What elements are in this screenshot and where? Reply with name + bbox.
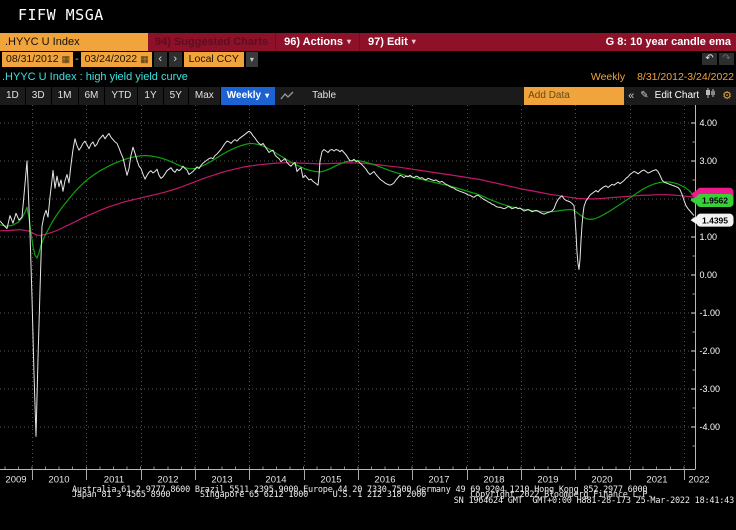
date-range-dash: -: [75, 52, 79, 67]
history-buttons: ↶ ↷: [702, 52, 734, 67]
chevron-down-icon: ▾: [265, 87, 269, 105]
window-title: FIFW MSGA: [18, 6, 104, 24]
period-button-ytd[interactable]: YTD: [105, 87, 138, 105]
period-button-1m[interactable]: 1M: [52, 87, 79, 105]
x-year-label: 2013: [211, 475, 232, 486]
y-tick-label: 1.00: [700, 232, 718, 242]
x-year-label: 2020: [591, 475, 612, 486]
period-button-max[interactable]: Max: [189, 87, 221, 105]
frequency-label: Weekly: [227, 87, 261, 105]
date-range-bar: 08/31/2012 ▦ - 03/24/2022 ▦ ‹ › Local CC…: [2, 52, 734, 67]
period-button-3d[interactable]: 3D: [26, 87, 52, 105]
x-year-label: 2019: [537, 475, 558, 486]
ema-value-badge-text: 1.9562: [702, 196, 728, 206]
date-from-value: 08/31/2012: [6, 52, 59, 67]
period-button-1y[interactable]: 1Y: [138, 87, 163, 105]
chart-function-title: G 8: 10 year candle ema: [601, 33, 736, 51]
chevron-down-icon: ▾: [412, 33, 416, 51]
security-description-bar: .HYYC U Index : high yield yield curve W…: [2, 69, 734, 85]
redo-icon[interactable]: ↷: [719, 53, 734, 65]
x-year-label: 2016: [374, 475, 395, 486]
y-tick-label: 4.00: [700, 118, 718, 128]
last-price-badge-text: 1.4395: [702, 215, 728, 225]
periodicity-label: Weekly: [591, 71, 625, 83]
line-chart-icon[interactable]: [275, 87, 299, 105]
bloomberg-terminal: FIFW MSGA .HYYC U Index 94) Suggested Ch…: [0, 0, 736, 530]
edit-menu-button[interactable]: 97) Edit ▾: [359, 33, 424, 51]
y-tick-label: -4.00: [700, 422, 721, 432]
chart-toolbar: 1D3D1M6MYTD1Y5YMax Weekly ▾ Table Add Da…: [0, 87, 736, 105]
range-label: 8/31/2012-3/24/2022: [637, 71, 734, 83]
x-year-label: 2011: [104, 475, 124, 486]
frequency-dropdown[interactable]: Weekly ▾: [221, 87, 275, 105]
toolbar-right-icons: « ✎ Edit Chart ⚙: [624, 87, 736, 105]
table-button[interactable]: Table: [299, 87, 349, 105]
x-year-label: 2014: [265, 475, 286, 486]
collapse-panel-icon[interactable]: «: [628, 87, 634, 105]
security-description: .HYYC U Index : high yield yield curve: [2, 71, 188, 83]
actions-menu-label: 96) Actions: [284, 33, 343, 51]
periodicity-and-range: Weekly 8/31/2012-3/24/2022: [591, 71, 734, 83]
x-year-label: 2017: [428, 475, 449, 486]
y-tick-label: -3.00: [700, 384, 721, 394]
range-next-button[interactable]: ›: [169, 52, 182, 67]
date-to-input[interactable]: 03/24/2022 ▦: [81, 52, 152, 67]
y-tick-label: -2.00: [700, 346, 721, 356]
currency-select[interactable]: Local CCY: [184, 52, 244, 67]
period-buttons: 1D3D1M6MYTD1Y5YMax: [0, 87, 221, 105]
period-button-6m[interactable]: 6M: [79, 87, 106, 105]
y-tick-label: 3.00: [700, 156, 718, 166]
candle-chart-icon[interactable]: [705, 87, 716, 106]
actions-menu-button[interactable]: 96) Actions ▾: [275, 33, 359, 51]
x-year-label: 2021: [646, 475, 667, 486]
suggested-charts-button[interactable]: 94) Suggested Charts: [148, 33, 275, 51]
series-price-candles: [0, 131, 694, 436]
x-year-label: 2012: [157, 475, 178, 486]
x-year-label: 2018: [483, 475, 504, 486]
y-tick-label: 0.00: [700, 270, 718, 280]
period-button-5y[interactable]: 5Y: [164, 87, 189, 105]
x-year-label: 2009: [5, 475, 26, 486]
date-to-value: 03/24/2022: [85, 52, 138, 67]
period-button-1d[interactable]: 1D: [0, 87, 26, 105]
security-input[interactable]: .HYYC U Index: [0, 33, 148, 51]
edit-menu-label: 97) Edit: [368, 33, 408, 51]
range-prev-button[interactable]: ‹: [154, 52, 167, 67]
edit-chart-button[interactable]: Edit Chart: [655, 87, 699, 105]
chevron-down-icon: ▾: [347, 33, 351, 51]
x-year-label: 2010: [48, 475, 69, 486]
add-data-input[interactable]: Add Data: [524, 87, 624, 105]
y-tick-label: -1.00: [700, 308, 721, 318]
window-title-bar: FIFW MSGA: [0, 0, 736, 33]
gear-icon[interactable]: ⚙: [722, 87, 732, 105]
x-year-label: 2022: [688, 475, 709, 486]
calendar-icon: ▦: [140, 52, 149, 67]
chart-area: 4.003.002.001.000.00-1.00-2.00-3.00-4.00…: [0, 105, 736, 486]
undo-icon[interactable]: ↶: [702, 53, 717, 65]
chevron-down-icon[interactable]: ▾: [246, 52, 258, 67]
price-chart[interactable]: 4.003.002.001.000.00-1.00-2.00-3.00-4.00…: [0, 105, 736, 486]
pencil-icon[interactable]: ✎: [640, 87, 648, 105]
last-price-badge-pointer: [691, 216, 697, 224]
calendar-icon: ▦: [62, 52, 71, 67]
date-from-input[interactable]: 08/31/2012 ▦: [2, 52, 73, 67]
x-year-label: 2015: [320, 475, 341, 486]
footer-session-info: SN 1964624 GMT GMT+0:00 H881-28-173 25-M…: [0, 496, 734, 506]
command-bar: .HYYC U Index 94) Suggested Charts 96) A…: [0, 33, 736, 51]
